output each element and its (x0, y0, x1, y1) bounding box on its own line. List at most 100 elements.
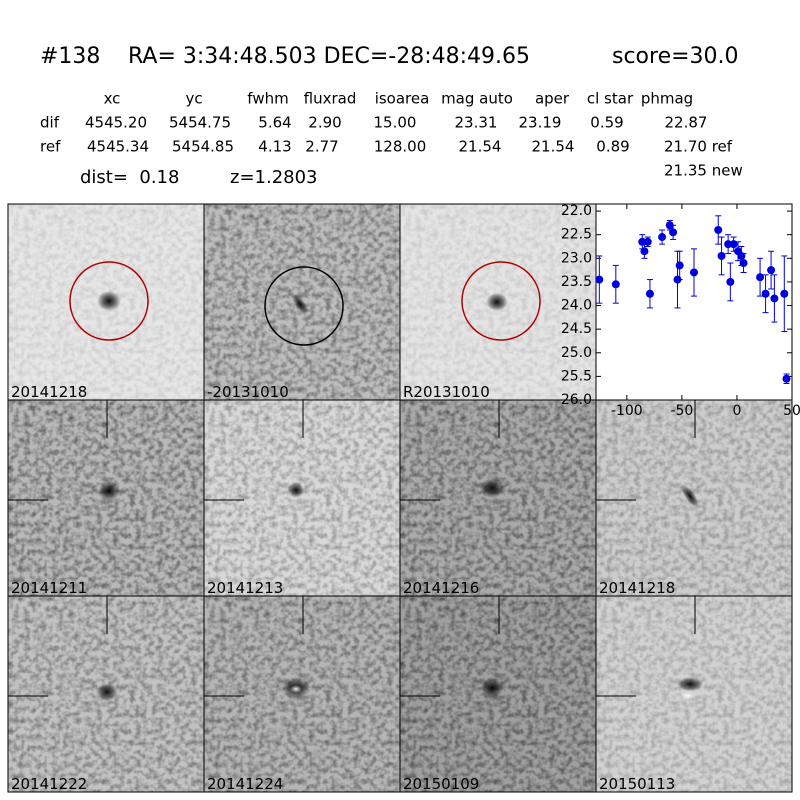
panel-border (595, 595, 793, 793)
image-panel: 20141218 (7, 203, 205, 401)
table-cell: 128.00 (374, 138, 427, 156)
data-point (717, 251, 726, 260)
row-label: dif (40, 114, 60, 132)
panel-label: 20150113 (599, 775, 675, 793)
panel-label: -20131010 (207, 383, 289, 401)
panel-noise (204, 400, 400, 596)
y-tick-label: 23.5 (561, 274, 592, 290)
redshift: z=1.2803 (230, 167, 318, 188)
panel-label: 20141218 (11, 383, 87, 401)
table-cell: 5.64 (258, 114, 291, 132)
image-panel: 20141224 (203, 595, 401, 793)
table-cell: 23.19 (519, 114, 562, 132)
table-cell: 2.90 (308, 114, 341, 132)
aperture (264, 266, 344, 346)
panel-noise (400, 400, 596, 596)
data-point (714, 225, 723, 234)
table-cell: 2.77 (305, 138, 338, 156)
table-cell: 0.89 (596, 138, 629, 156)
panel-label: 20141213 (207, 579, 283, 597)
source (486, 293, 508, 311)
table-cell: 22.87 (665, 114, 708, 132)
data-point (767, 266, 776, 275)
row-label: ref (40, 138, 61, 156)
phmag-new: 21.35 new (664, 162, 743, 180)
table-cell: 23.31 (455, 114, 498, 132)
y-tick-label: 26.0 (561, 392, 592, 408)
x-tick-label: -100 (611, 403, 643, 419)
source (480, 478, 504, 498)
data-point (658, 233, 667, 242)
data-point (726, 277, 735, 286)
data-point (756, 273, 765, 282)
y-tick-label: 22.5 (561, 227, 592, 243)
image-panel: 20141218 (595, 399, 793, 597)
data-point (780, 289, 789, 298)
panel-label: R20131010 (403, 383, 490, 401)
column-header: fwhm (247, 90, 288, 108)
data-point (675, 261, 684, 270)
image-panel: 20141216 (399, 399, 597, 597)
column-header: fluxrad (304, 90, 357, 108)
data-point (782, 374, 791, 383)
image-panel: 20141222 (7, 595, 205, 793)
source (97, 291, 121, 311)
column-header: aper (535, 90, 570, 108)
y-tick-label: 24.5 (561, 321, 592, 337)
source (98, 481, 120, 501)
source (481, 677, 503, 699)
data-point (739, 259, 748, 268)
aperture (461, 261, 541, 341)
column-header: isoarea (375, 90, 430, 108)
table-cell: 15.00 (374, 114, 417, 132)
plot-area (595, 203, 793, 401)
column-header: phmag (641, 90, 693, 108)
panel-label: 20141218 (599, 579, 675, 597)
y-tick-label: 23.0 (561, 250, 592, 266)
panel-label: 20141211 (11, 579, 87, 597)
source-core (679, 692, 697, 700)
column-header: mag auto (441, 90, 513, 108)
distance: dist= 0.18 (80, 167, 179, 188)
data-point (724, 240, 733, 249)
table-cell: 21.54 (459, 138, 502, 156)
data-point (665, 221, 674, 230)
x-tick-label: 50 (783, 403, 800, 419)
image-panel: -20131010 (203, 203, 401, 401)
data-point (761, 289, 770, 298)
candidate-id: #138 (40, 44, 100, 69)
data-point (595, 275, 604, 284)
y-tick-label: 24.0 (561, 298, 592, 314)
panel-label: 20141216 (403, 579, 479, 597)
table-cell: 21.54 (532, 138, 575, 156)
data-point (770, 294, 779, 303)
table-cell: 4545.34 (87, 138, 149, 156)
image-panel: R20131010 (399, 203, 597, 401)
column-header: cl star (587, 90, 634, 108)
table-cell: 4545.20 (85, 114, 147, 132)
data-point (669, 228, 678, 237)
table-cell: 21.70 ref (664, 138, 733, 156)
score: score=30.0 (612, 44, 739, 69)
image-panel: 20150113 (595, 595, 793, 793)
y-tick-label: 25.5 (561, 368, 592, 384)
data-point (611, 280, 620, 289)
source (681, 484, 699, 508)
source (288, 482, 304, 498)
table-cell: 5454.75 (169, 114, 231, 132)
data-point (645, 289, 654, 298)
x-tick-label: 0 (732, 403, 741, 419)
column-header: xc (104, 90, 121, 108)
y-tick-label: 22.0 (561, 203, 592, 219)
image-panel: 20141213 (203, 399, 401, 597)
panel-label: 20141222 (11, 775, 87, 793)
y-tick-label: 25.0 (561, 345, 592, 361)
panel-label: 20150109 (403, 775, 479, 793)
column-header: yc (185, 90, 202, 108)
source (291, 293, 309, 315)
panel-label: 20141224 (207, 775, 283, 793)
source (96, 684, 118, 700)
table-cell: 5454.85 (172, 138, 234, 156)
x-tick-label: -50 (670, 403, 693, 419)
